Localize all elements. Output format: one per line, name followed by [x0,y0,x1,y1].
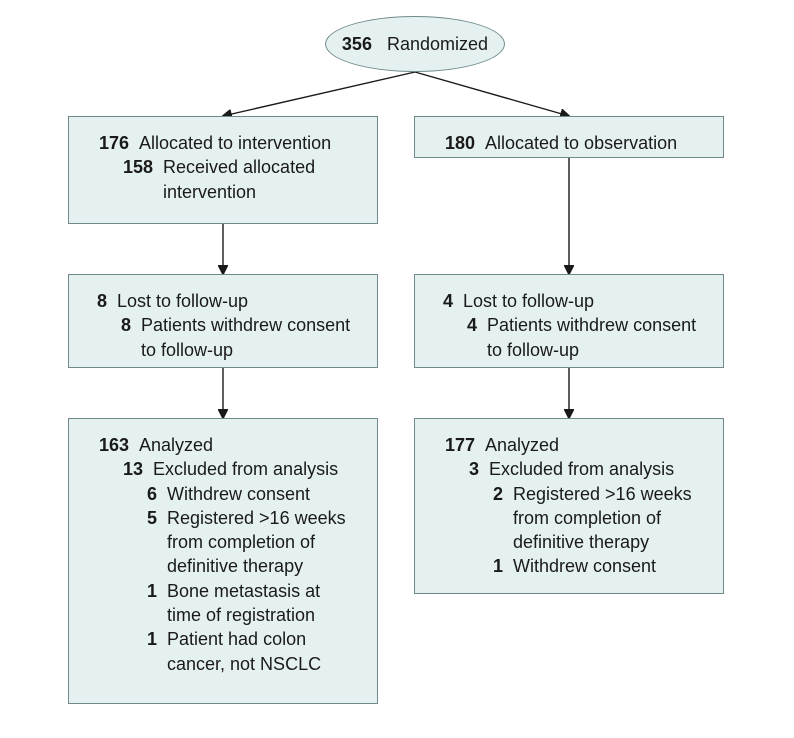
node-line: 4Patients withdrew consent to follow-up [433,313,705,362]
flowchart-canvas: 356 Randomized 176Allocated to intervent… [0,0,794,738]
node-line: 176Allocated to intervention [87,131,359,155]
node-line: 5Registered >16 weeks from completion of… [87,506,359,579]
node-lost-intervention: 8Lost to follow-up8Patients withdrew con… [68,274,378,368]
line-count: 6 [135,482,167,506]
line-text: Allocated to intervention [139,131,359,155]
node-analyzed-intervention: 163Analyzed13Excluded from analysis6With… [68,418,378,704]
line-text: Withdrew consent [513,554,705,578]
line-text: Received allocated intervention [163,155,359,204]
line-count: 2 [481,482,513,555]
line-text: Withdrew consent [167,482,359,506]
node-line: 4Lost to follow-up [433,289,705,313]
line-text: Analyzed [485,433,705,457]
line-text: Patients withdrew consent to follow-up [487,313,705,362]
line-text: Allocated to observation [485,131,705,155]
line-count: 158 [111,155,163,204]
line-text: Bone metastasis at time of registration [167,579,359,628]
line-count: 176 [87,131,139,155]
line-text: Excluded from analysis [489,457,705,481]
line-text: Registered >16 weeks from completion of … [167,506,359,579]
node-line: 2Registered >16 weeks from completion of… [433,482,705,555]
node-line: 8Lost to follow-up [87,289,359,313]
line-count: 163 [87,433,139,457]
node-line: 177Analyzed [433,433,705,457]
line-count: 180 [433,131,485,155]
node-alloc-observation: 180Allocated to observation [414,116,724,158]
node-lost-observation: 4Lost to follow-up4Patients withdrew con… [414,274,724,368]
randomized-count: 356 [342,34,372,54]
line-text: Excluded from analysis [153,457,359,481]
line-count: 13 [111,457,153,481]
node-line: 158Received allocated intervention [87,155,359,204]
line-text: Patients withdrew consent to follow-up [141,313,359,362]
node-line: 3Excluded from analysis [433,457,705,481]
line-text: Lost to follow-up [117,289,359,313]
node-line: 180Allocated to observation [433,131,705,155]
line-count: 8 [87,289,117,313]
line-count: 5 [135,506,167,579]
line-count: 1 [135,627,167,676]
node-alloc-intervention: 176Allocated to intervention158Received … [68,116,378,224]
node-line: 6Withdrew consent [87,482,359,506]
randomized-label: Randomized [387,34,488,54]
line-count: 8 [111,313,141,362]
node-line: 163Analyzed [87,433,359,457]
line-text: Registered >16 weeks from completion of … [513,482,705,555]
node-analyzed-observation: 177Analyzed3Excluded from analysis2Regis… [414,418,724,594]
node-line: 1Patient had colon cancer, not NSCLC [87,627,359,676]
line-count: 1 [481,554,513,578]
node-line: 1Bone metastasis at time of registration [87,579,359,628]
node-randomized: 356 Randomized [325,16,505,72]
line-text: Analyzed [139,433,359,457]
line-count: 4 [433,289,463,313]
line-text: Lost to follow-up [463,289,705,313]
node-line: 8Patients withdrew consent to follow-up [87,313,359,362]
line-count: 4 [457,313,487,362]
line-count: 3 [457,457,489,481]
line-count: 177 [433,433,485,457]
edge-randomized-allocleft [223,72,415,116]
line-count: 1 [135,579,167,628]
node-line: 13Excluded from analysis [87,457,359,481]
edge-randomized-allocright [415,72,569,116]
node-line: 1Withdrew consent [433,554,705,578]
line-text: Patient had colon cancer, not NSCLC [167,627,359,676]
